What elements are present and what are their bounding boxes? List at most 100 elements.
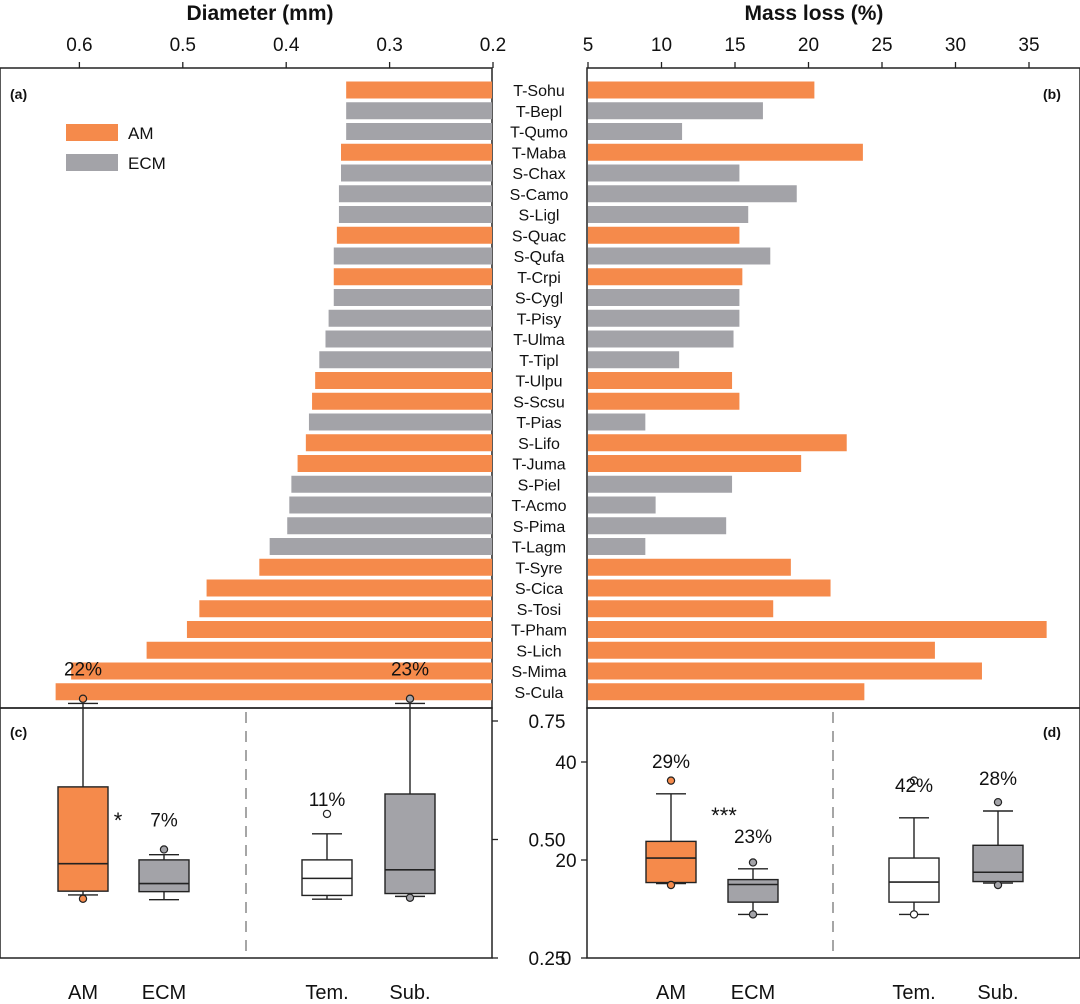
diameter-tick-label: 0.3 xyxy=(376,35,402,56)
species-label: S-Lifo xyxy=(518,436,560,453)
species-label: S-Lich xyxy=(516,643,561,660)
species-label: T-Acmo xyxy=(511,498,566,515)
diameter-bar xyxy=(333,268,492,286)
species-label: T-Bepl xyxy=(516,104,562,121)
mass-loss-bar xyxy=(588,455,802,472)
mass-loss-bar xyxy=(588,475,733,493)
box-outlier xyxy=(993,797,1003,807)
box-percent-label: 7% xyxy=(150,811,178,832)
species-label: T-Maba xyxy=(512,145,566,162)
mass-loss-box-tick-label: 40 xyxy=(555,753,576,774)
diameter-bars xyxy=(55,81,493,701)
diameter-bar xyxy=(259,558,492,576)
box-outlier xyxy=(993,880,1003,890)
species-label: S-Camo xyxy=(510,187,569,204)
diameter-box-y-axis: 0.75 0.50 0.25 xyxy=(492,712,565,970)
diameter-bar xyxy=(291,475,492,493)
box-outlier xyxy=(78,694,88,703)
diameter-bar xyxy=(328,309,492,327)
diameter-tick-label: 0.4 xyxy=(273,35,300,56)
mass-loss-box-category: AM xyxy=(656,982,686,1004)
diameter-bar xyxy=(325,330,492,348)
diameter-bar xyxy=(341,143,492,161)
diameter-bar xyxy=(71,662,493,680)
diameter-bar xyxy=(297,455,492,472)
species-label: S-Scsu xyxy=(513,394,565,411)
box-body xyxy=(972,844,1024,883)
box-outlier xyxy=(666,880,676,890)
box-body xyxy=(138,859,190,893)
species-label: T-Syre xyxy=(515,560,562,577)
box-outlier xyxy=(322,809,332,819)
box-percent-label: 11% xyxy=(309,790,346,811)
species-label: T-Lagm xyxy=(512,540,566,557)
mass-loss-box-tick-label: 0 xyxy=(561,949,572,970)
diameter-axis-title: Diameter (mm) xyxy=(186,2,333,25)
mass-loss-bar xyxy=(588,662,982,680)
mass-loss-bar xyxy=(588,683,865,701)
box-body xyxy=(727,878,779,903)
mass-loss-bar xyxy=(588,102,763,120)
mass-loss-axis-title: Mass loss (%) xyxy=(745,2,884,25)
mass-loss-bar xyxy=(588,123,683,140)
box-percent-label: 29% xyxy=(652,752,690,773)
diameter-bar xyxy=(55,683,492,701)
diameter-bar xyxy=(319,351,492,369)
mass-loss-significance-mark: *** xyxy=(711,803,737,828)
species-label: S-Piel xyxy=(518,477,561,494)
diameter-bar xyxy=(289,496,492,514)
mass-loss-box-category: ECM xyxy=(731,982,775,1004)
mass-loss-box-category: Sub. xyxy=(977,982,1018,1004)
legend-am-label: AM xyxy=(128,124,154,143)
diameter-bar xyxy=(333,289,492,306)
diameter-bar xyxy=(186,621,492,638)
diameter-bar xyxy=(346,102,492,120)
diameter-boxplots: 22% 7% 11% 23% * xyxy=(57,659,436,903)
diameter-box-tick-label: 0.50 xyxy=(529,831,566,852)
species-label: T-Ulma xyxy=(513,332,565,349)
box-outlier xyxy=(159,845,169,854)
mass-loss-bar xyxy=(588,558,791,576)
mass-loss-tick-label: 20 xyxy=(798,35,819,56)
species-label: T-Sohu xyxy=(513,83,565,100)
box-percent-label: 22% xyxy=(64,659,102,680)
species-label: T-Juma xyxy=(512,457,565,474)
box-body xyxy=(384,793,436,895)
panel-d-frame xyxy=(586,707,1080,959)
diameter-bar xyxy=(287,517,492,535)
legend-ecm-label: ECM xyxy=(128,154,166,173)
panel-c-frame xyxy=(0,707,493,959)
diameter-bar xyxy=(199,600,492,618)
box-outlier xyxy=(909,910,919,919)
species-label: T-Pham xyxy=(511,623,567,640)
mass-loss-bar xyxy=(588,289,740,306)
diameter-significance-mark: * xyxy=(114,808,123,833)
box-body xyxy=(645,840,697,884)
diameter-bar xyxy=(269,538,492,555)
mass-loss-bar xyxy=(588,372,733,389)
species-label: S-Chax xyxy=(512,166,565,183)
mass-loss-bar xyxy=(588,496,656,514)
box-body xyxy=(57,786,109,892)
diameter-bar xyxy=(308,413,492,431)
mass-loss-tick-label: 25 xyxy=(871,35,892,56)
mass-loss-bar xyxy=(588,517,727,535)
legend-am-swatch xyxy=(66,124,118,141)
diameter-bar xyxy=(315,372,492,389)
mass-loss-bar xyxy=(588,413,646,431)
mass-loss-bar xyxy=(588,351,680,369)
species-label: T-Tipl xyxy=(519,353,558,370)
species-label: T-Pias xyxy=(516,415,561,432)
diameter-bar xyxy=(305,434,492,452)
diameter-tick-label: 0.2 xyxy=(480,35,506,56)
mass-loss-bar xyxy=(588,309,740,327)
box-outlier xyxy=(666,776,676,785)
box-category-labels: AM ECM Tem. Sub. AM ECM Tem. Sub. xyxy=(68,982,1019,1004)
diameter-bar xyxy=(312,392,492,410)
species-label: T-Crpi xyxy=(517,270,561,287)
species-label: T-Qumo xyxy=(510,125,568,142)
species-label: T-Pisy xyxy=(517,311,561,328)
diameter-axis-ticks: 0.6 0.5 0.4 0.3 0.2 xyxy=(66,35,506,68)
mass-loss-axis-ticks: 5 10 15 20 25 30 35 xyxy=(583,35,1040,68)
species-label: S-Mima xyxy=(511,664,566,681)
